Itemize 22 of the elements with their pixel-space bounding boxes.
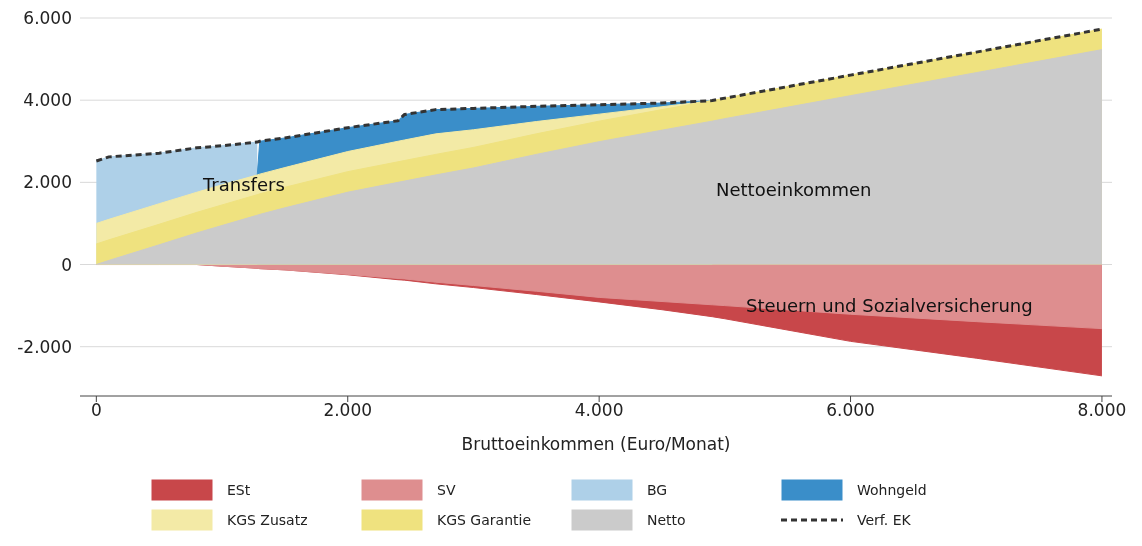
y-tick-label: -2.000 — [17, 336, 72, 357]
y-tick-label: 0 — [61, 254, 72, 275]
legend-label: SV — [437, 482, 456, 498]
x-axis-title: Bruttoeinkommen (Euro/Monat) — [461, 434, 731, 454]
annotation: Nettoeinkommen — [716, 179, 872, 200]
legend-label: Wohngeld — [857, 482, 927, 498]
annotation: Transfers — [203, 174, 285, 195]
x-tick-label: 0 — [90, 400, 102, 421]
legend-label: KGS Zusatz — [227, 512, 308, 528]
legend-label: ESt — [227, 482, 251, 498]
y-tick-label: 6.000 — [23, 8, 72, 29]
x-tick-label: 2.000 — [323, 400, 373, 421]
x-tick-label: 6.000 — [826, 400, 875, 421]
legend-label: Verf. EK — [857, 512, 911, 528]
legend-label: KGS Garantie — [437, 512, 531, 528]
legend-label: BG — [647, 482, 668, 498]
annotation: Steuern und Sozialversicherung — [746, 295, 1033, 316]
x-tick-label: 4.000 — [574, 400, 624, 421]
y-tick-label: 4.000 — [23, 90, 72, 111]
x-tick-label: 8.000 — [1077, 400, 1127, 421]
y-tick-label: 2.000 — [23, 172, 72, 193]
legend-label: Netto — [647, 512, 686, 528]
